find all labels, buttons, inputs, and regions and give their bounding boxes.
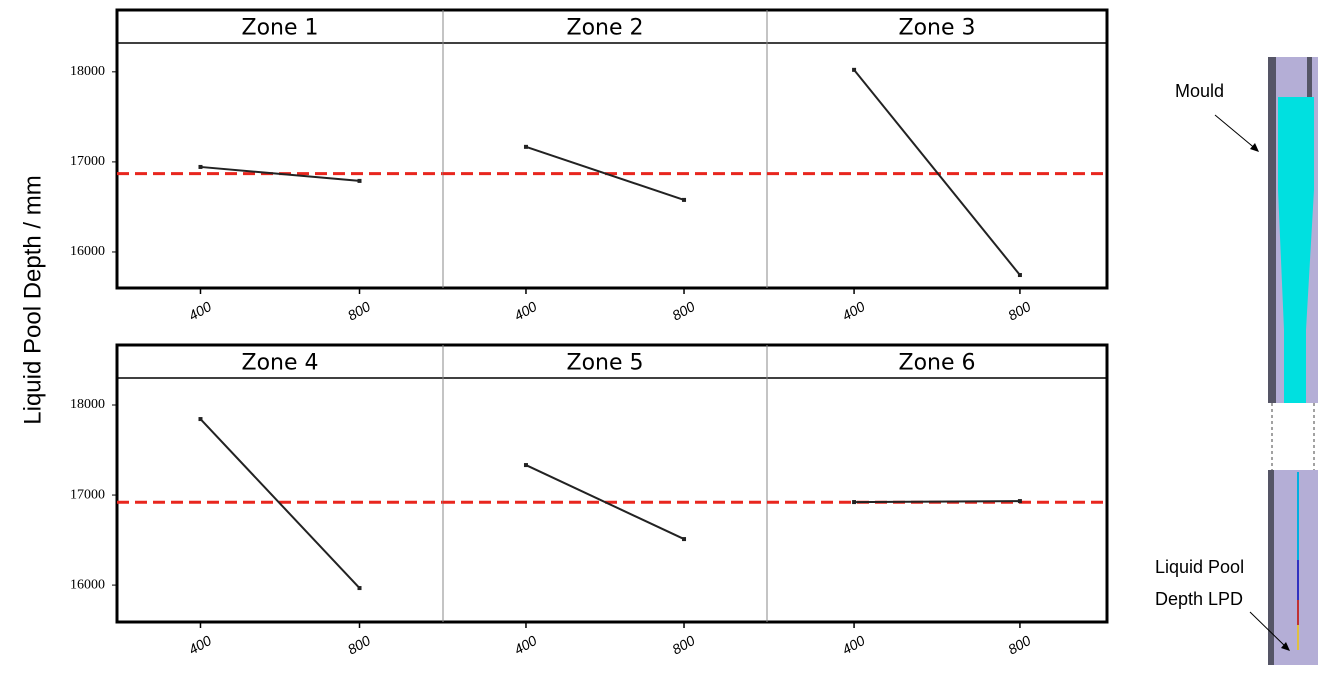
- x-tick-label: 800: [1005, 298, 1033, 324]
- data-point: [1017, 499, 1022, 504]
- panel-title: Zone 4: [242, 351, 319, 376]
- x-tick-label: 400: [839, 298, 867, 324]
- mould-wall: [1268, 57, 1276, 403]
- data-point: [682, 537, 687, 542]
- main-effect-line: [854, 500, 1020, 504]
- annotation: Mould: [1175, 81, 1224, 101]
- panel-title: Zone 3: [899, 16, 976, 41]
- mould-wall: [1307, 57, 1312, 97]
- arrow: [1214, 114, 1258, 151]
- x-tick-label: 400: [511, 298, 539, 324]
- y-tick-label: 16000: [70, 244, 105, 259]
- arrow: [1249, 611, 1288, 649]
- data-point: [523, 144, 528, 149]
- y-axis-label: Liquid Pool Depth / mm: [19, 175, 46, 424]
- row-frame: [115, 8, 1109, 290]
- mould-wall: [1268, 470, 1274, 665]
- data-point: [198, 164, 203, 169]
- data-point: [682, 197, 687, 202]
- strand-lower: [1268, 470, 1318, 665]
- mould-diagram: Mould Liquid Pool Depth LPD: [1155, 57, 1318, 665]
- main-effect-line: [199, 418, 361, 589]
- y-tick-label: 17000: [70, 154, 105, 169]
- x-tick-label: 400: [511, 632, 539, 658]
- y-tick-label: 18000: [70, 397, 105, 412]
- x-tick-label: 800: [345, 298, 373, 324]
- arrowhead: [1250, 143, 1259, 152]
- data-point: [523, 463, 528, 468]
- x-tick-label: 800: [345, 632, 373, 658]
- x-tick-label: 400: [186, 632, 214, 658]
- y-tick-label: 18000: [70, 64, 105, 79]
- data-point: [1017, 273, 1022, 278]
- x-tick-label: 800: [669, 632, 697, 658]
- annotation: Depth LPD: [1155, 589, 1243, 609]
- main-effect-line: [525, 464, 685, 540]
- data-point: [357, 178, 362, 183]
- row-frame: [115, 343, 1109, 624]
- panel-title: Zone 5: [567, 351, 644, 376]
- x-tick-label: 400: [186, 298, 214, 324]
- main-effect-line: [525, 145, 685, 201]
- data-point: [852, 500, 857, 505]
- x-tick-label: 800: [1005, 632, 1033, 658]
- main-effect-line: [853, 69, 1021, 276]
- annotation: Liquid Pool: [1155, 557, 1244, 577]
- panel-title: Zone 1: [242, 16, 319, 41]
- x-tick-label: 400: [839, 632, 867, 658]
- panel-title: Zone 6: [899, 351, 976, 376]
- strand: [1278, 97, 1314, 403]
- x-tick-label: 800: [669, 298, 697, 324]
- main-effect-line: [200, 165, 360, 182]
- y-tick-label: 17000: [70, 487, 105, 502]
- data-point: [357, 586, 362, 591]
- panel-title: Zone 2: [567, 16, 644, 41]
- data-point: [198, 417, 203, 422]
- arrowhead: [1281, 642, 1290, 651]
- y-tick-label: 16000: [70, 577, 105, 592]
- data-point: [852, 67, 857, 72]
